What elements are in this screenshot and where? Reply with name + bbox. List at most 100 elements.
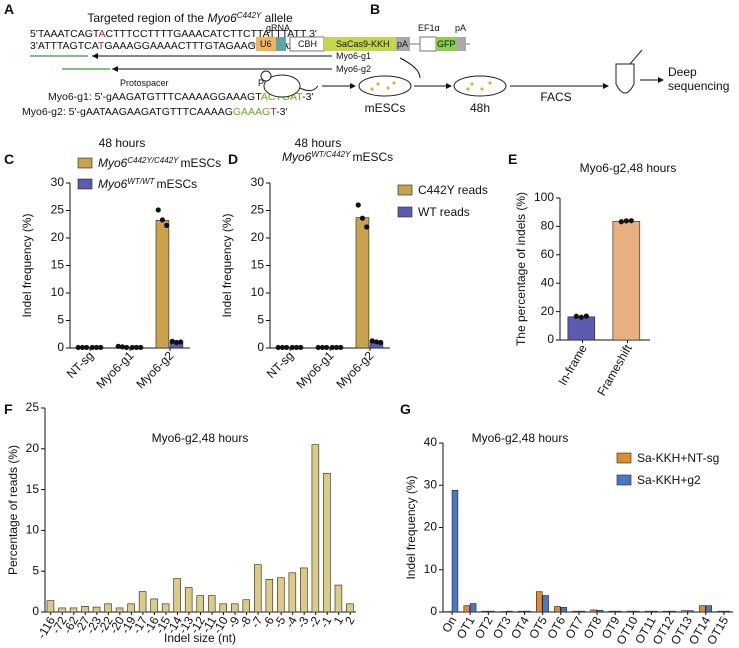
- bar: [699, 605, 706, 613]
- y-axis-label: Indel frequency (%): [220, 213, 234, 317]
- bar: [560, 607, 567, 613]
- legend-label: C442Y reads: [418, 183, 488, 197]
- cell: [376, 82, 380, 86]
- panel-b: gRNA U6 CBH SaCas9-KKH pA EF1α GFP pA mE…: [250, 23, 729, 115]
- bar: [161, 603, 170, 613]
- y-tick-label: 5: [257, 313, 264, 327]
- a-title-text: Targeted region of the: [87, 11, 207, 25]
- arrowhead: [603, 83, 609, 89]
- data-point: [93, 344, 100, 351]
- legend-swatch: [616, 452, 632, 464]
- dish: [453, 75, 507, 97]
- mouse: [263, 74, 301, 98]
- bar: [115, 607, 124, 613]
- x-tick-label: Myo6-g1: [293, 348, 336, 391]
- genotype: WT/C442Y: [311, 150, 351, 159]
- arrowhead: [658, 77, 664, 83]
- y-tick-label: 25: [51, 203, 65, 217]
- data-point: [155, 207, 161, 213]
- seq-mutation: A: [99, 28, 106, 40]
- bar: [614, 610, 622, 613]
- mouse-ear: [260, 70, 272, 82]
- bar: [481, 610, 489, 613]
- bar: [300, 567, 308, 613]
- a-title: Targeted region of the Myo6C442Y allele: [87, 11, 293, 26]
- bar: [155, 220, 170, 349]
- bar: [644, 610, 652, 613]
- data-point: [169, 338, 175, 344]
- cell: [392, 81, 396, 85]
- y-tick-label: 0: [32, 604, 39, 618]
- data-point: [98, 344, 104, 351]
- y-tick-label: 15: [26, 482, 40, 496]
- a-title-gene: Myo6: [207, 11, 237, 25]
- bar: [596, 610, 604, 613]
- panel-a: Targeted region of the Myo6C442Y allele …: [22, 11, 371, 119]
- cell: [470, 82, 474, 86]
- data-point: [284, 344, 290, 351]
- construct-label: gRNA: [266, 23, 290, 33]
- bar: [542, 595, 549, 613]
- readout-label: Deep: [668, 65, 697, 79]
- x-tick-label: OT8: [581, 614, 605, 641]
- chart-panel-c: 48 hours Indel frequency (%) 0 5 10 15 20 25 30 N…: [20, 136, 221, 391]
- y-tick-label: 15: [51, 258, 65, 272]
- construct-label: CBH: [298, 39, 317, 49]
- bar: [265, 579, 274, 613]
- chart-title: 48 hours: [295, 136, 342, 150]
- data-point: [138, 344, 144, 351]
- legend-swatch: [616, 474, 632, 486]
- bar: [705, 605, 712, 613]
- legend-label: Myo6C442Y/C442Y mESCs: [98, 156, 221, 171]
- x-tick-label: Myo6-g2: [333, 348, 376, 391]
- gfp-box: [436, 37, 456, 51]
- x-tick-label: In-frame: [555, 342, 590, 388]
- y-axis-label: The percentage of indels (%): [514, 192, 528, 346]
- bar: [69, 607, 78, 613]
- y-tick-label: 80: [541, 219, 555, 233]
- data-point: [583, 313, 589, 319]
- data-point: [319, 344, 326, 351]
- y-tick-label: 15: [251, 258, 265, 272]
- protospacer-label: Protospacer: [120, 78, 169, 88]
- construct-label: U6: [260, 39, 272, 49]
- cell: [370, 87, 374, 91]
- bar: [92, 606, 101, 613]
- bar: [633, 610, 640, 613]
- cas9-box: [324, 37, 396, 51]
- y-tick-label: 100: [534, 190, 554, 204]
- bar: [207, 595, 216, 613]
- data-point: [159, 217, 166, 223]
- data-point: [364, 224, 370, 230]
- tube: [615, 63, 635, 94]
- x-tick-label: NT-sg: [64, 348, 97, 381]
- bar: [612, 221, 641, 341]
- bar: [590, 609, 597, 613]
- panel-label: A: [4, 1, 14, 17]
- bar: [469, 603, 477, 613]
- bar: [687, 610, 694, 613]
- bar: [346, 603, 354, 613]
- x-tick-label: 2: [342, 614, 358, 627]
- chart-panel-f: Myo6-g2,48 hours Percentage of reads (%) I…: [6, 400, 358, 645]
- chart-title: Myo6-g2,48 hours: [152, 431, 249, 445]
- cell: [466, 87, 470, 91]
- panel-labels: A B C D E F G: [4, 1, 517, 417]
- bar: [184, 587, 193, 613]
- bar: [506, 610, 513, 613]
- x-tick-label: Frameshift: [594, 342, 635, 399]
- bar: [536, 591, 543, 613]
- data-point: [628, 218, 634, 224]
- construct-label: pA: [455, 23, 466, 33]
- bar: [323, 472, 331, 613]
- grna-box: [276, 37, 286, 51]
- x-tick-label: OT2: [472, 614, 496, 641]
- bar: [463, 605, 470, 613]
- data-point: [173, 339, 180, 346]
- panel-label: F: [4, 401, 13, 417]
- bar: [488, 610, 495, 613]
- chart-panel-e: Myo6-g2,48 hours The percentage of indels…: [514, 161, 676, 398]
- bar: [127, 603, 135, 613]
- arrowhead: [446, 83, 452, 89]
